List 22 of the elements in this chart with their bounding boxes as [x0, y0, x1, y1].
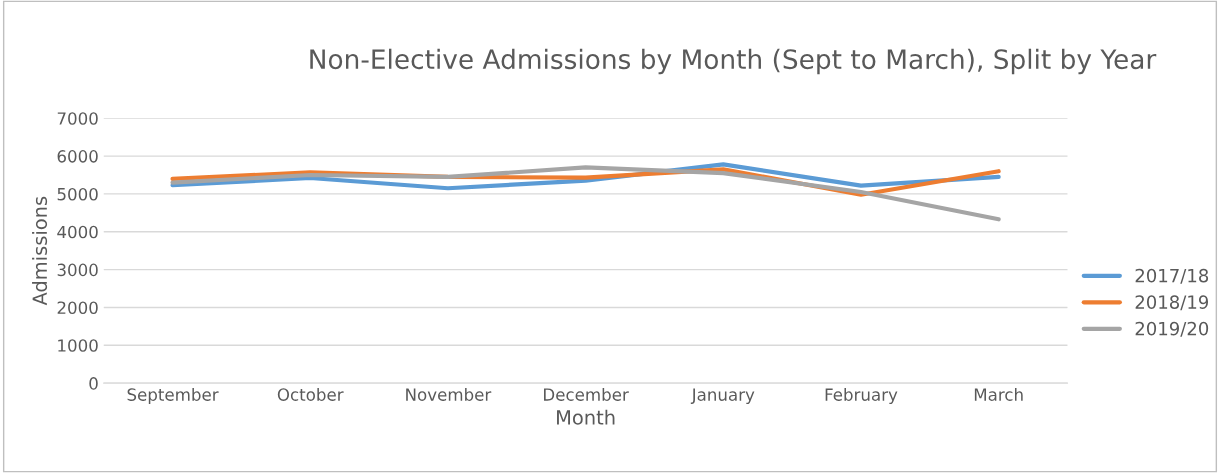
- y-tick-label: 5000: [57, 187, 98, 201]
- y-tick-label: 6000: [57, 150, 98, 163]
- y-tick-label: 0: [89, 377, 98, 390]
- legend-label: 2017/18: [1135, 268, 1209, 284]
- x-axis-title: Month: [557, 409, 615, 425]
- y-tick-label: 2000: [57, 301, 98, 315]
- legend-label: 2018/19: [1135, 295, 1209, 311]
- y-axis-title: Admissions: [32, 196, 48, 306]
- y-tick-label: 7000: [57, 112, 98, 125]
- x-tick-label: January: [690, 388, 755, 405]
- x-tick-label: October: [277, 387, 344, 401]
- y-tick-label: 4000: [57, 225, 98, 239]
- x-tick-label: February: [825, 387, 898, 405]
- x-tick-label: March: [974, 387, 1023, 401]
- legend-label: 2019/20: [1135, 321, 1209, 337]
- x-tick-label: September: [127, 387, 219, 405]
- y-tick-label: 1000: [58, 339, 98, 352]
- chart-title: Non-Elective Admissions by Month (Sept to March), Split by Year: [310, 48, 1157, 75]
- line-series: [170, 165, 1001, 222]
- y-tick-label: 3000: [57, 263, 98, 277]
- x-tick-label: November: [406, 387, 492, 401]
- x-tick-label: December: [544, 387, 629, 401]
